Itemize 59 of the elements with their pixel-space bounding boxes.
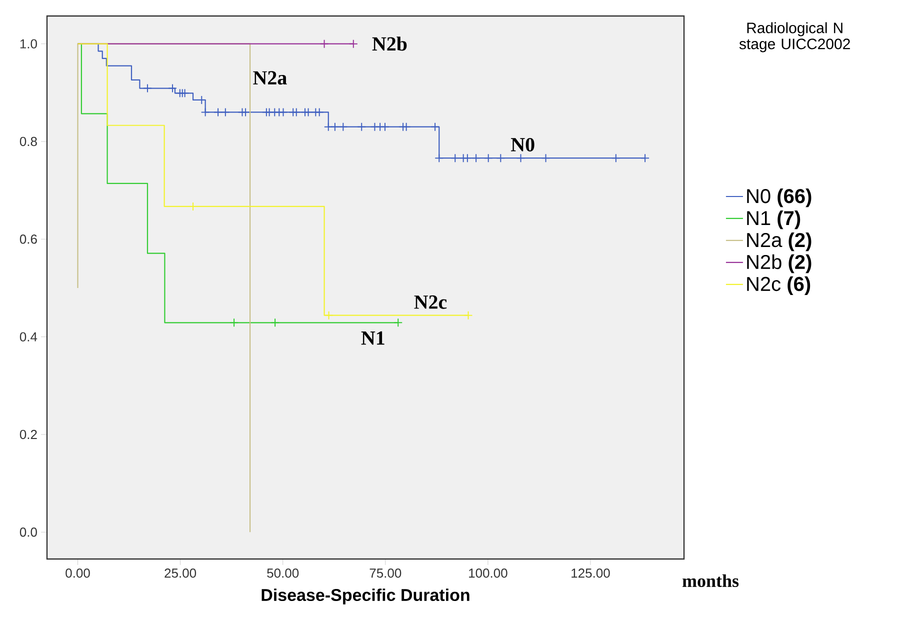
point <box>640 154 650 163</box>
legend-label: N0 (66) <box>747 188 812 208</box>
x-tick-label: 25.00 <box>164 568 196 578</box>
x-tick-label: 100.00 <box>469 568 508 578</box>
point <box>168 84 178 93</box>
point <box>357 122 366 132</box>
point <box>484 154 493 163</box>
point <box>430 122 440 132</box>
point <box>214 108 223 117</box>
point <box>541 154 550 163</box>
legend-label: N2a (2) <box>747 232 812 252</box>
y-tick-label: 0.2 <box>20 430 37 440</box>
point <box>450 154 460 163</box>
x-tick-label: 125.00 <box>572 568 610 578</box>
y-tick-label: 0.0 <box>20 528 37 537</box>
point <box>402 122 411 132</box>
point <box>230 318 239 328</box>
annotation: N1 <box>361 331 384 345</box>
text: months <box>682 574 739 588</box>
point <box>496 154 506 163</box>
point <box>180 88 190 98</box>
point <box>516 154 526 163</box>
point <box>220 108 230 117</box>
annotation: N2c <box>414 295 447 309</box>
x-tick-label: 50.00 <box>267 568 299 578</box>
point <box>278 108 288 117</box>
point <box>472 154 481 163</box>
annotation: N0 <box>510 138 534 152</box>
point <box>434 154 444 163</box>
legend-label: N1 (7) <box>747 210 800 230</box>
point <box>464 310 473 320</box>
y-tick-label: 0.6 <box>20 234 37 244</box>
point <box>142 84 152 93</box>
point <box>200 108 210 117</box>
point <box>324 310 334 320</box>
point <box>380 122 390 132</box>
annotation: N2b <box>372 36 407 51</box>
point <box>320 39 329 48</box>
point <box>324 122 333 132</box>
legend-title: Radiological N stage UICC2002 <box>739 22 850 52</box>
legend-label: N2c (6) <box>747 276 810 296</box>
legend-label: N2b (2) <box>747 254 812 274</box>
point <box>348 39 358 48</box>
y-tick-label: 1.0 <box>20 39 37 48</box>
x-tick-label: 0.00 <box>66 568 90 578</box>
point <box>611 154 620 163</box>
x-axis-title: Disease-Specific Duration <box>262 588 470 604</box>
point <box>338 122 348 132</box>
point <box>241 108 250 117</box>
point <box>304 108 313 117</box>
y-tick-label: 0.8 <box>20 136 37 146</box>
point <box>462 154 472 163</box>
point <box>292 108 301 117</box>
annotation: N2a <box>253 71 287 85</box>
point <box>330 122 340 132</box>
y-tick-label: 0.4 <box>20 332 38 342</box>
x-tick-label: 75.00 <box>370 568 402 578</box>
point <box>270 318 280 328</box>
point <box>394 318 403 328</box>
